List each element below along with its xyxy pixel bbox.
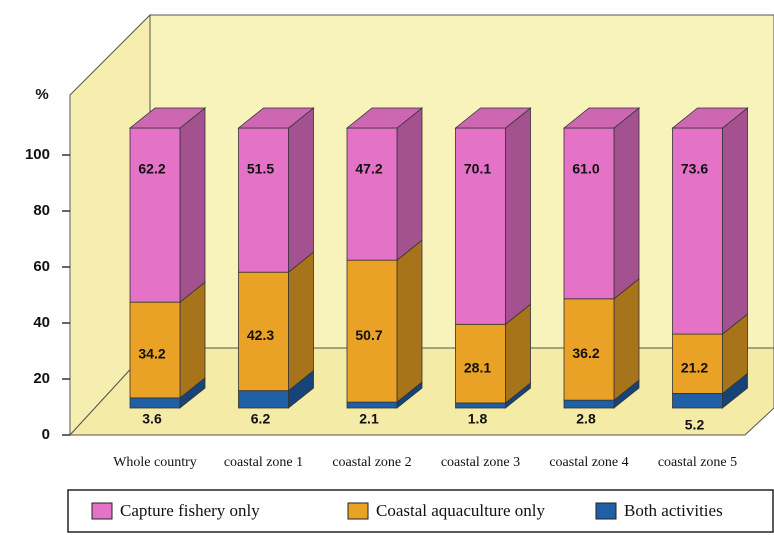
bar-segment: [563, 298, 615, 401]
legend-swatch: [347, 502, 369, 520]
bar-segment: [672, 333, 723, 394]
y-tick-label: 20: [33, 370, 50, 387]
bar-side: [396, 107, 423, 261]
bar-side: [722, 107, 748, 335]
data-label: 5.2: [685, 417, 705, 433]
bar-side: [396, 239, 423, 403]
bar-side: [613, 107, 640, 300]
y-tick-label: 0: [42, 426, 50, 443]
bar-top: [671, 107, 749, 129]
y-tick-label: 80: [33, 202, 50, 219]
bar-side: [288, 107, 314, 274]
x-tick-label: coastal zone 1: [224, 455, 303, 470]
x-tick-label: Whole country: [113, 455, 197, 470]
bar-segment: [563, 127, 615, 300]
bar-side: [179, 107, 206, 303]
data-label: 34.2: [138, 346, 165, 362]
legend-box: [67, 489, 774, 533]
data-label: 21.2: [681, 359, 708, 375]
data-label: 6.2: [251, 411, 271, 427]
x-tick-label: coastal zone 5: [658, 455, 737, 470]
bar-top: [454, 107, 532, 129]
data-label: 1.8: [468, 411, 488, 427]
bar-top: [237, 107, 315, 129]
data-label: 73.6: [681, 161, 708, 177]
legend-swatch: [91, 502, 113, 520]
bar-segment: [672, 127, 723, 335]
data-label: 70.1: [464, 161, 491, 177]
y-tick-label: 100: [25, 146, 50, 163]
data-label: 47.2: [355, 161, 382, 177]
legend-label: Both activities: [624, 501, 723, 520]
bar-top: [128, 107, 207, 129]
x-tick-label: coastal zone 3: [441, 455, 520, 470]
data-label: 42.3: [247, 327, 274, 343]
data-label: 36.2: [572, 345, 599, 361]
bar-segment: [346, 401, 398, 409]
bar-segment: [455, 402, 506, 409]
y-axis-label: %: [35, 86, 48, 103]
bar-segment: [346, 259, 398, 403]
x-tick-label: coastal zone 4: [549, 455, 628, 470]
x-tick-label: coastal zone 2: [332, 455, 411, 470]
y-tick-label: 60: [33, 258, 50, 275]
bar-segment: [129, 397, 181, 409]
bar-side: [505, 107, 531, 326]
data-label: 3.6: [142, 411, 162, 427]
bar-side: [613, 277, 640, 401]
bar-top: [345, 107, 424, 129]
legend: Capture fishery only Coastal aquaculture …: [67, 489, 774, 533]
data-label: 28.1: [464, 359, 491, 375]
bar-segment: [672, 393, 723, 409]
data-label: 62.2: [138, 161, 165, 177]
bar-segment: [563, 399, 615, 409]
bar-segment: [238, 390, 289, 409]
legend-label: Coastal aquaculture only: [376, 501, 546, 520]
bar-segment: [238, 271, 289, 392]
legend-label: Capture fishery only: [120, 501, 260, 520]
data-label: 2.8: [576, 411, 596, 427]
data-label: 50.7: [355, 327, 382, 343]
data-label: 2.1: [359, 411, 379, 427]
bar-segment: [238, 127, 289, 273]
bar-segment: [455, 127, 506, 325]
data-label: 51.5: [247, 161, 274, 177]
bar-top: [562, 107, 641, 129]
bar-segment: [455, 323, 506, 404]
bar-segment: [346, 127, 398, 261]
bar-segment: [129, 127, 181, 303]
data-label: 61.0: [572, 161, 599, 177]
legend-swatch: [595, 502, 617, 520]
y-tick-label: 40: [33, 314, 50, 331]
bar-side: [288, 251, 314, 392]
